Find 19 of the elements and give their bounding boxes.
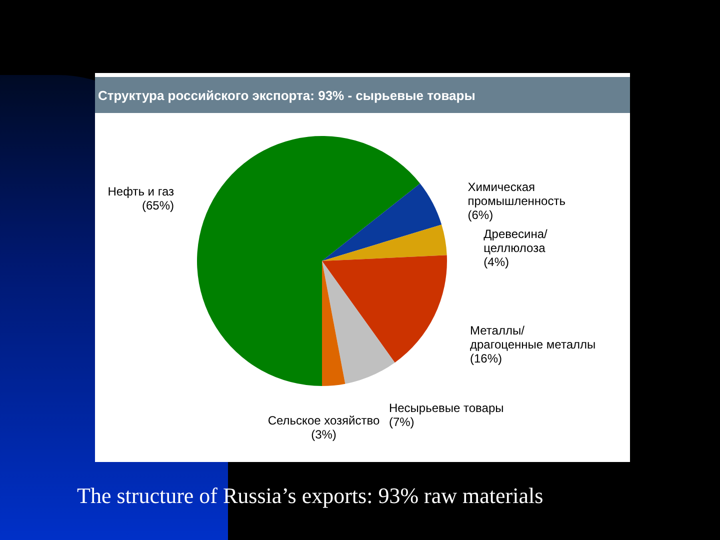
- data-label: (16%): [470, 352, 502, 366]
- data-label: (6%): [468, 208, 494, 222]
- pie-slice: [322, 261, 346, 386]
- pie-slice: [322, 261, 395, 384]
- slice-label: Несырьевые товары: [388, 401, 504, 416]
- slice-label: Древесина/ целлюлоза: [484, 226, 548, 255]
- data-label: (3%): [311, 427, 336, 442]
- pie-slice: [322, 255, 447, 363]
- pie-slice: [322, 184, 442, 261]
- slice-label: Нефть и газ: [108, 184, 174, 198]
- chart-title: Структура российского экспорта: 93% - сырьевые товары: [98, 88, 476, 103]
- slice-label: Химическая промышленность: [468, 180, 566, 208]
- data-label: (4%): [484, 254, 510, 269]
- pie-slice: [322, 224, 447, 261]
- slice-label: Металлы/ драгоценные металлы: [470, 324, 596, 352]
- data-label: (7%): [388, 415, 414, 430]
- slice-label: Сельское хозяйство: [268, 413, 380, 428]
- data-label: (65%): [142, 198, 174, 212]
- pie-slice: [197, 136, 420, 386]
